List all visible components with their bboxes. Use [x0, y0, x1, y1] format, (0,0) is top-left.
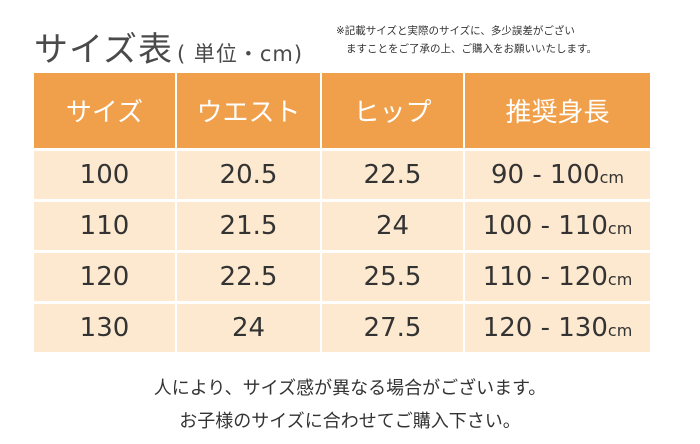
- title-text: サイズ表: [34, 30, 173, 70]
- height-range: 90 - 100: [490, 160, 600, 190]
- page-header: サイズ表( 単位・cm) ※記載サイズと実際のサイズに、多少誤差がござい ますこ…: [34, 18, 674, 70]
- column-header-hip: ヒップ: [322, 73, 465, 148]
- height-range: 110 - 120: [482, 262, 608, 292]
- table-row: 110 21.5 24 100 - 110cm: [34, 199, 650, 250]
- cell-waist: 20.5: [177, 148, 322, 199]
- cell-height: 100 - 110cm: [465, 199, 650, 250]
- footer-note-1: 人により、サイズ感が異なる場合がございます。: [153, 378, 547, 399]
- note-line-2: ますことをご了承の上、ご購入をお願いいたします。: [346, 43, 597, 55]
- cell-size: 100: [34, 148, 177, 199]
- footer-note-2: お子様のサイズに合わせてご購入下さい。: [179, 411, 521, 432]
- cell-hip: 24: [322, 199, 465, 250]
- cell-size: 130: [34, 301, 177, 352]
- column-header-height: 推奨身長: [465, 73, 650, 148]
- disclaimer-note: ※記載サイズと実際のサイズに、多少誤差がござい ますことをご了承の上、ご購入をお…: [336, 22, 597, 58]
- height-unit: cm: [599, 168, 624, 187]
- cell-height: 120 - 130cm: [465, 301, 650, 352]
- cell-waist: 24: [177, 301, 322, 352]
- height-unit: cm: [607, 219, 633, 238]
- cell-hip: 27.5: [322, 301, 465, 352]
- cell-hip: 25.5: [322, 250, 465, 301]
- height-unit: cm: [607, 321, 633, 340]
- cell-waist: 21.5: [177, 199, 322, 250]
- note-line-1: ※記載サイズと実際のサイズに、多少誤差がござい: [336, 25, 575, 37]
- size-table: サイズ ウエスト ヒップ 推奨身長 100 20.5 22.5 90 - 100…: [34, 73, 650, 352]
- height-unit: cm: [607, 270, 633, 289]
- table-row: 100 20.5 22.5 90 - 100cm: [34, 148, 650, 199]
- cell-height: 90 - 100cm: [465, 148, 650, 199]
- table-row: 120 22.5 25.5 110 - 120cm: [34, 250, 650, 301]
- column-header-waist: ウエスト: [177, 73, 322, 148]
- table-header-row: サイズ ウエスト ヒップ 推奨身長: [34, 73, 650, 148]
- height-range: 120 - 130: [482, 313, 608, 343]
- cell-hip: 22.5: [322, 148, 465, 199]
- column-header-size: サイズ: [34, 73, 177, 148]
- cell-size: 110: [34, 199, 177, 250]
- cell-height: 110 - 120cm: [465, 250, 650, 301]
- cell-size: 120: [34, 250, 177, 301]
- page-title: サイズ表( 単位・cm): [34, 22, 303, 71]
- unit-label: ( 単位・cm): [176, 42, 304, 66]
- table-row: 130 24 27.5 120 - 130cm: [34, 301, 650, 352]
- cell-waist: 22.5: [177, 250, 322, 301]
- height-range: 100 - 110: [482, 211, 608, 241]
